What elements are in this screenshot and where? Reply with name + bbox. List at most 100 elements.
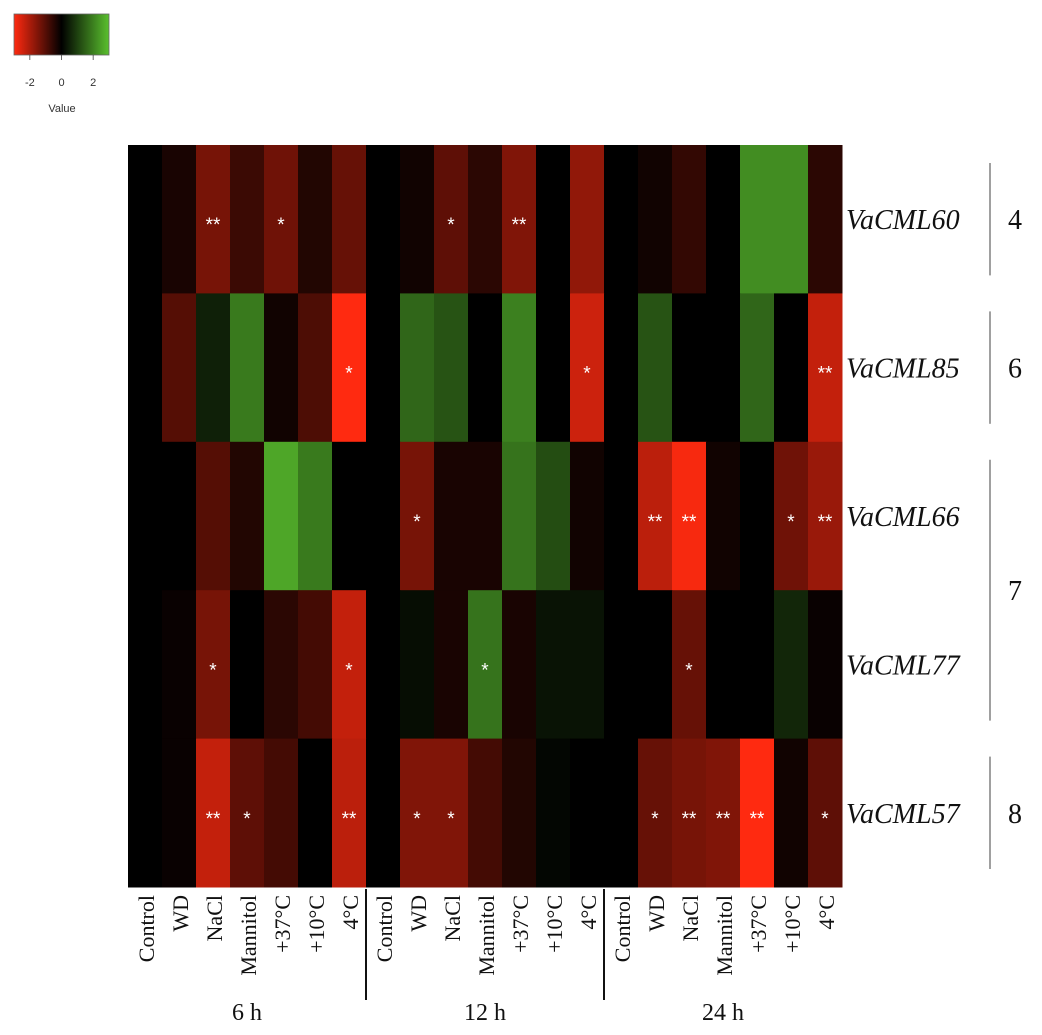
heatmap-cell [298, 293, 333, 443]
heatmap-cell [366, 441, 401, 591]
heatmap-cell [400, 145, 435, 294]
column-label: Mannitol [712, 895, 737, 976]
heatmap-cell [400, 590, 435, 740]
heatmap-cell [332, 590, 367, 740]
heatmap-cell [672, 145, 707, 294]
time-group-label: 12 h [464, 1000, 506, 1026]
heatmap-cell [604, 738, 639, 888]
significance-mark: * [685, 660, 693, 681]
time-group-labels: 6 h 12 h 24 h [232, 1000, 744, 1026]
significance-mark: ** [682, 809, 697, 830]
heatmap-cell [706, 738, 741, 888]
heatmap-cell [502, 293, 537, 443]
significance-mark: * [583, 364, 591, 385]
row-label: VaCML57 [846, 799, 961, 830]
heatmap-cell [162, 738, 197, 888]
heatmap-cell [298, 738, 333, 888]
heatmap-cell [740, 441, 775, 591]
heatmap-cell [536, 145, 571, 294]
heatmap-cell [536, 738, 571, 888]
heatmap-cell [230, 145, 265, 294]
heatmap-cell [604, 441, 639, 591]
column-label: NaCl [440, 895, 465, 941]
column-label: +37°C [746, 895, 771, 953]
heatmap-cell [366, 738, 401, 888]
cluster-label: 6 [1008, 354, 1022, 385]
heatmap-cell [196, 441, 231, 591]
significance-mark: * [277, 215, 285, 236]
significance-mark: * [345, 364, 353, 385]
column-label: +10°C [304, 895, 329, 953]
heatmap-cell [434, 738, 469, 888]
heatmap-cell [672, 293, 707, 443]
row-label: VaCML85 [846, 354, 960, 385]
heatmap-cell [128, 590, 163, 740]
heatmap-cell [706, 293, 741, 443]
heatmap-cell [400, 738, 435, 888]
heatmap-cell [808, 590, 843, 740]
row-label: VaCML77 [846, 650, 961, 681]
heatmap-cell [264, 590, 299, 740]
heatmap-cell [162, 293, 197, 443]
heatmap-cell [808, 738, 843, 888]
significance-mark: ** [342, 809, 357, 830]
heatmap-cell [196, 293, 231, 443]
column-label: WD [644, 895, 669, 932]
heatmap-cell [128, 441, 163, 591]
cluster-label: 4 [1008, 205, 1022, 236]
heatmap-cell [128, 145, 163, 294]
heatmap-cell [332, 441, 367, 591]
heatmap-cell [468, 145, 503, 294]
column-label: 4°C [814, 895, 839, 929]
heatmap-cell [570, 145, 605, 294]
significance-mark: * [447, 215, 455, 236]
significance-mark: * [787, 512, 795, 533]
column-label: WD [406, 895, 431, 932]
column-label: Control [134, 895, 159, 962]
significance-mark: ** [648, 512, 663, 533]
significance-mark: ** [716, 809, 731, 830]
heatmap-cell [672, 738, 707, 888]
heatmap-cell [332, 145, 367, 294]
significance-mark: * [651, 809, 659, 830]
significance-mark: * [413, 809, 421, 830]
heatmap-cell [740, 145, 775, 294]
heatmap-cells [128, 145, 843, 888]
heatmap-cell [570, 441, 605, 591]
column-label: Control [610, 895, 635, 962]
heatmap-cell [196, 590, 231, 740]
color-key-tick-label: 0 [58, 77, 64, 89]
significance-mark: ** [682, 512, 697, 533]
heatmap-cell [604, 590, 639, 740]
heatmap-cell [638, 441, 673, 591]
cluster-label: 8 [1008, 799, 1022, 830]
heatmap-cell [298, 590, 333, 740]
significance-mark: ** [818, 364, 833, 385]
heatmap-cell [230, 590, 265, 740]
row-labels: VaCML60 VaCML85 VaCML66 VaCML77 VaCML57 [846, 205, 961, 830]
heatmap-cell [332, 738, 367, 888]
heatmap-cell [434, 145, 469, 294]
column-labels: Control WD NaCl Mannitol +37°C +10°C 4°C Contro… [134, 895, 839, 976]
heatmap-cell [774, 145, 809, 294]
significance-mark: * [209, 660, 217, 681]
time-group-separators [365, 889, 605, 1000]
heatmap-cell [196, 145, 231, 294]
heatmap-cell [502, 441, 537, 591]
heatmap-cell [468, 590, 503, 740]
heatmap-cell [230, 738, 265, 888]
time-group-label: 6 h [232, 1000, 262, 1026]
significance-mark: * [243, 809, 251, 830]
heatmap-cell [604, 145, 639, 294]
column-label: NaCl [202, 895, 227, 941]
heatmap-cell [468, 293, 503, 443]
heatmap-cell [774, 293, 809, 443]
color-key-tick-label: -2 [25, 77, 35, 89]
significance-mark: * [821, 809, 829, 830]
column-label: Mannitol [474, 895, 499, 976]
significance-mark: ** [818, 512, 833, 533]
heatmap-cell [536, 441, 571, 591]
significance-marks: ** * * *** * *** ** ** * *** * * *** * ** * * * ** ** ** * [206, 215, 833, 830]
heatmap-cell [366, 293, 401, 443]
heatmap-cell [298, 441, 333, 591]
